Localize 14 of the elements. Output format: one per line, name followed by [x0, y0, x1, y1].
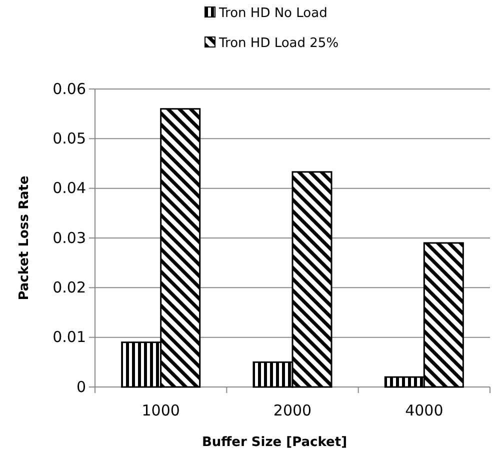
legend-label: Tron HD Load 25% — [218, 36, 339, 51]
y-tick-label: 0 — [76, 378, 86, 396]
y-tick-label: 0.01 — [52, 328, 86, 346]
x-tick-label: 4000 — [405, 402, 444, 420]
y-tick-label: 0.04 — [52, 179, 86, 198]
legend-label: Tron HD No Load — [218, 6, 328, 21]
y-axis-title: Packet Loss Rate — [17, 176, 32, 300]
x-tick-label: 1000 — [142, 402, 180, 420]
y-tick-label: 0.05 — [52, 129, 86, 148]
x-axis-title: Buffer Size [Packet] — [202, 435, 348, 450]
y-tick-label: 0.06 — [52, 80, 86, 98]
x-tick-label: 2000 — [273, 402, 312, 420]
y-tick-label: 0.02 — [52, 278, 86, 296]
y-tick-label: 0.03 — [52, 228, 86, 247]
